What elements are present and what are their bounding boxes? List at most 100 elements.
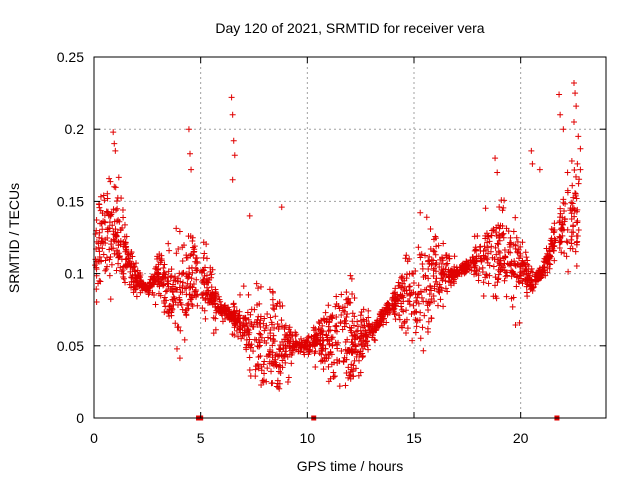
data-point xyxy=(577,145,584,152)
data-point xyxy=(351,313,358,320)
data-point xyxy=(231,324,238,331)
data-point xyxy=(473,258,480,265)
data-point xyxy=(564,169,571,176)
data-point xyxy=(488,232,495,239)
data-point xyxy=(358,322,365,329)
data-point xyxy=(519,257,526,264)
data-point xyxy=(492,274,499,281)
data-point xyxy=(235,333,242,340)
data-point xyxy=(419,324,426,331)
data-point xyxy=(204,284,211,291)
data-point xyxy=(135,279,142,286)
data-point xyxy=(571,166,578,173)
data-point xyxy=(491,282,498,289)
data-point xyxy=(495,275,502,282)
data-point xyxy=(149,289,156,296)
data-point xyxy=(112,207,119,214)
data-point xyxy=(103,254,110,261)
data-point xyxy=(146,284,153,291)
data-point xyxy=(410,279,417,286)
data-point xyxy=(360,340,367,347)
data-point xyxy=(108,241,115,248)
data-point xyxy=(122,279,129,286)
data-point xyxy=(199,290,206,297)
data-point xyxy=(265,334,272,341)
data-point xyxy=(108,261,115,268)
data-point xyxy=(255,354,262,361)
data-point xyxy=(511,258,518,265)
data-point xyxy=(246,367,253,374)
data-point xyxy=(431,248,438,255)
data-point xyxy=(185,233,192,240)
data-point xyxy=(474,232,481,239)
data-point xyxy=(468,267,475,274)
data-point xyxy=(523,254,530,261)
data-point xyxy=(384,310,391,317)
data-point xyxy=(353,365,360,372)
data-point xyxy=(121,233,128,240)
data-point xyxy=(120,214,127,221)
data-point xyxy=(427,246,434,253)
data-point xyxy=(351,332,358,339)
data-point xyxy=(356,335,363,342)
data-point xyxy=(235,312,242,319)
data-point xyxy=(412,268,419,275)
data-point xyxy=(128,274,135,281)
data-point xyxy=(425,275,432,282)
data-point xyxy=(119,206,126,213)
data-point xyxy=(162,274,169,281)
data-point xyxy=(332,303,339,310)
data-point xyxy=(556,91,563,98)
data-point xyxy=(247,311,254,318)
data-point xyxy=(179,244,186,251)
data-point xyxy=(443,261,450,268)
data-point xyxy=(253,280,260,287)
data-point xyxy=(211,297,218,304)
data-point xyxy=(333,301,340,308)
data-point xyxy=(500,234,507,241)
data-point xyxy=(327,349,334,356)
data-point xyxy=(332,323,339,330)
data-point xyxy=(201,250,208,257)
data-point xyxy=(569,223,576,230)
data-point xyxy=(278,204,285,211)
data-point xyxy=(246,212,253,219)
data-point xyxy=(123,264,130,271)
data-point xyxy=(435,242,442,249)
data-point xyxy=(166,313,173,320)
data-point xyxy=(440,303,447,310)
data-point xyxy=(121,221,128,228)
data-point xyxy=(190,249,197,256)
data-point xyxy=(231,332,238,339)
data-point xyxy=(399,292,406,299)
data-point xyxy=(572,248,579,255)
data-point xyxy=(135,273,142,280)
data-point xyxy=(206,276,213,283)
data-point xyxy=(492,244,499,251)
data-point xyxy=(508,273,515,280)
data-point xyxy=(161,309,168,316)
data-point xyxy=(343,369,350,376)
data-point xyxy=(96,254,103,261)
data-point xyxy=(379,313,386,320)
data-point xyxy=(119,224,126,231)
data-point xyxy=(543,245,550,252)
data-point xyxy=(524,279,531,286)
data-point xyxy=(192,265,199,272)
data-point xyxy=(516,279,523,286)
data-point xyxy=(559,214,566,221)
data-point xyxy=(282,322,289,329)
data-point xyxy=(378,318,385,325)
data-point xyxy=(168,309,175,316)
data-point xyxy=(164,287,171,294)
data-point xyxy=(336,305,343,312)
x-tick-label: 10 xyxy=(300,430,316,446)
data-point xyxy=(507,244,514,251)
x-tick-label: 5 xyxy=(197,430,205,446)
data-point xyxy=(395,279,402,286)
data-point xyxy=(561,208,568,215)
y-tick-label: 0.1 xyxy=(65,266,85,282)
data-point xyxy=(525,270,532,277)
data-point xyxy=(502,253,509,260)
data-point xyxy=(241,329,248,336)
